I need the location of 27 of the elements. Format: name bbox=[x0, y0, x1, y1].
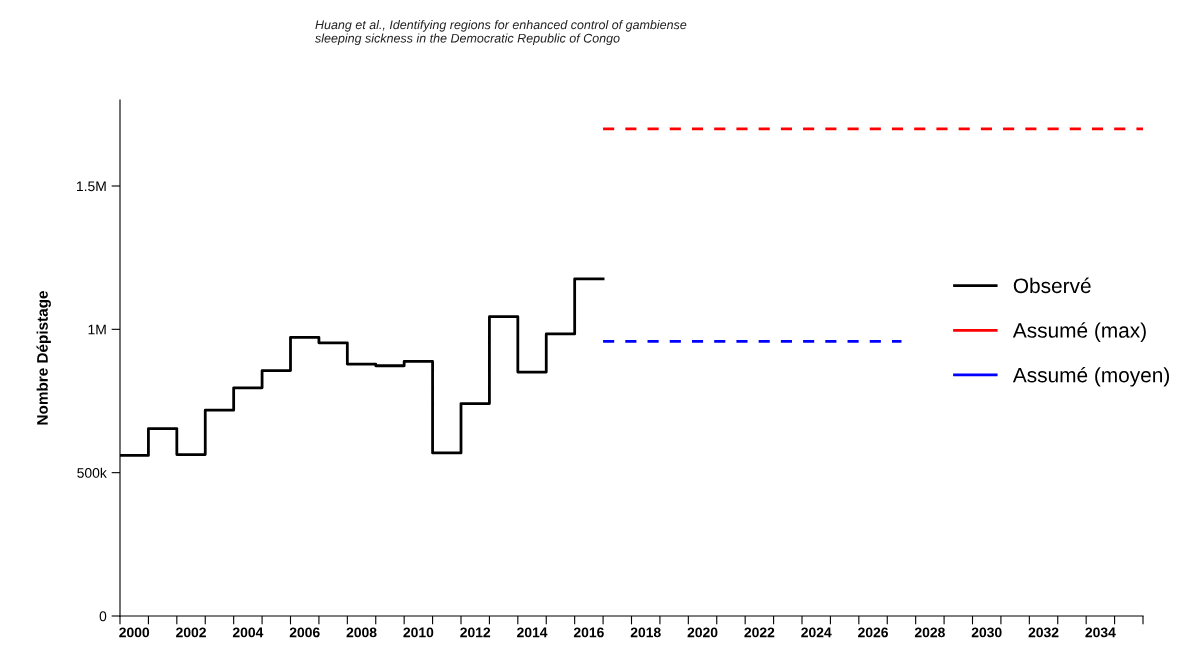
x-tick-label: 2010 bbox=[403, 627, 434, 638]
x-tick-label: 2008 bbox=[346, 627, 377, 638]
x-tick-label: 2024 bbox=[801, 627, 832, 638]
x-tick-label: 2000 bbox=[119, 627, 150, 638]
legend-label: Assumé (max) bbox=[1012, 322, 1146, 342]
x-tick-label: 2018 bbox=[630, 627, 661, 638]
x-tick-label: 2004 bbox=[232, 627, 264, 638]
x-tick-label: 2026 bbox=[858, 627, 888, 638]
y-tick-label: 500k bbox=[77, 467, 107, 478]
y-tick-label: 1.5M bbox=[76, 181, 106, 192]
y-tick-label: 0 bbox=[99, 611, 107, 622]
x-tick-label: 2002 bbox=[176, 627, 206, 638]
y-axis-title: Nombre Dépistage bbox=[36, 291, 51, 425]
legend-label: Assumé (moyen) bbox=[1012, 366, 1169, 387]
x-tick-label: 2016 bbox=[573, 627, 604, 638]
x-tick-label: 2012 bbox=[460, 627, 491, 638]
legend-label: Observé bbox=[1013, 277, 1091, 294]
x-tick-label: 2032 bbox=[1028, 627, 1059, 638]
x-tick-label: 2006 bbox=[289, 627, 320, 638]
x-tick-label: 2014 bbox=[517, 627, 548, 638]
x-tick-label: 2028 bbox=[914, 627, 945, 638]
chart-title: Huang et al., Identifying regions for enhanced control of gambiense sleeping sickness in the Democratic Republic of Congo bbox=[315, 20, 687, 46]
x-tick-label: 2020 bbox=[687, 627, 718, 638]
x-tick-label: 2030 bbox=[971, 627, 1002, 638]
x-tick-label: 2034 bbox=[1085, 627, 1116, 638]
x-tick-label: 2022 bbox=[744, 627, 775, 638]
y-tick-label: 1M bbox=[88, 324, 106, 335]
